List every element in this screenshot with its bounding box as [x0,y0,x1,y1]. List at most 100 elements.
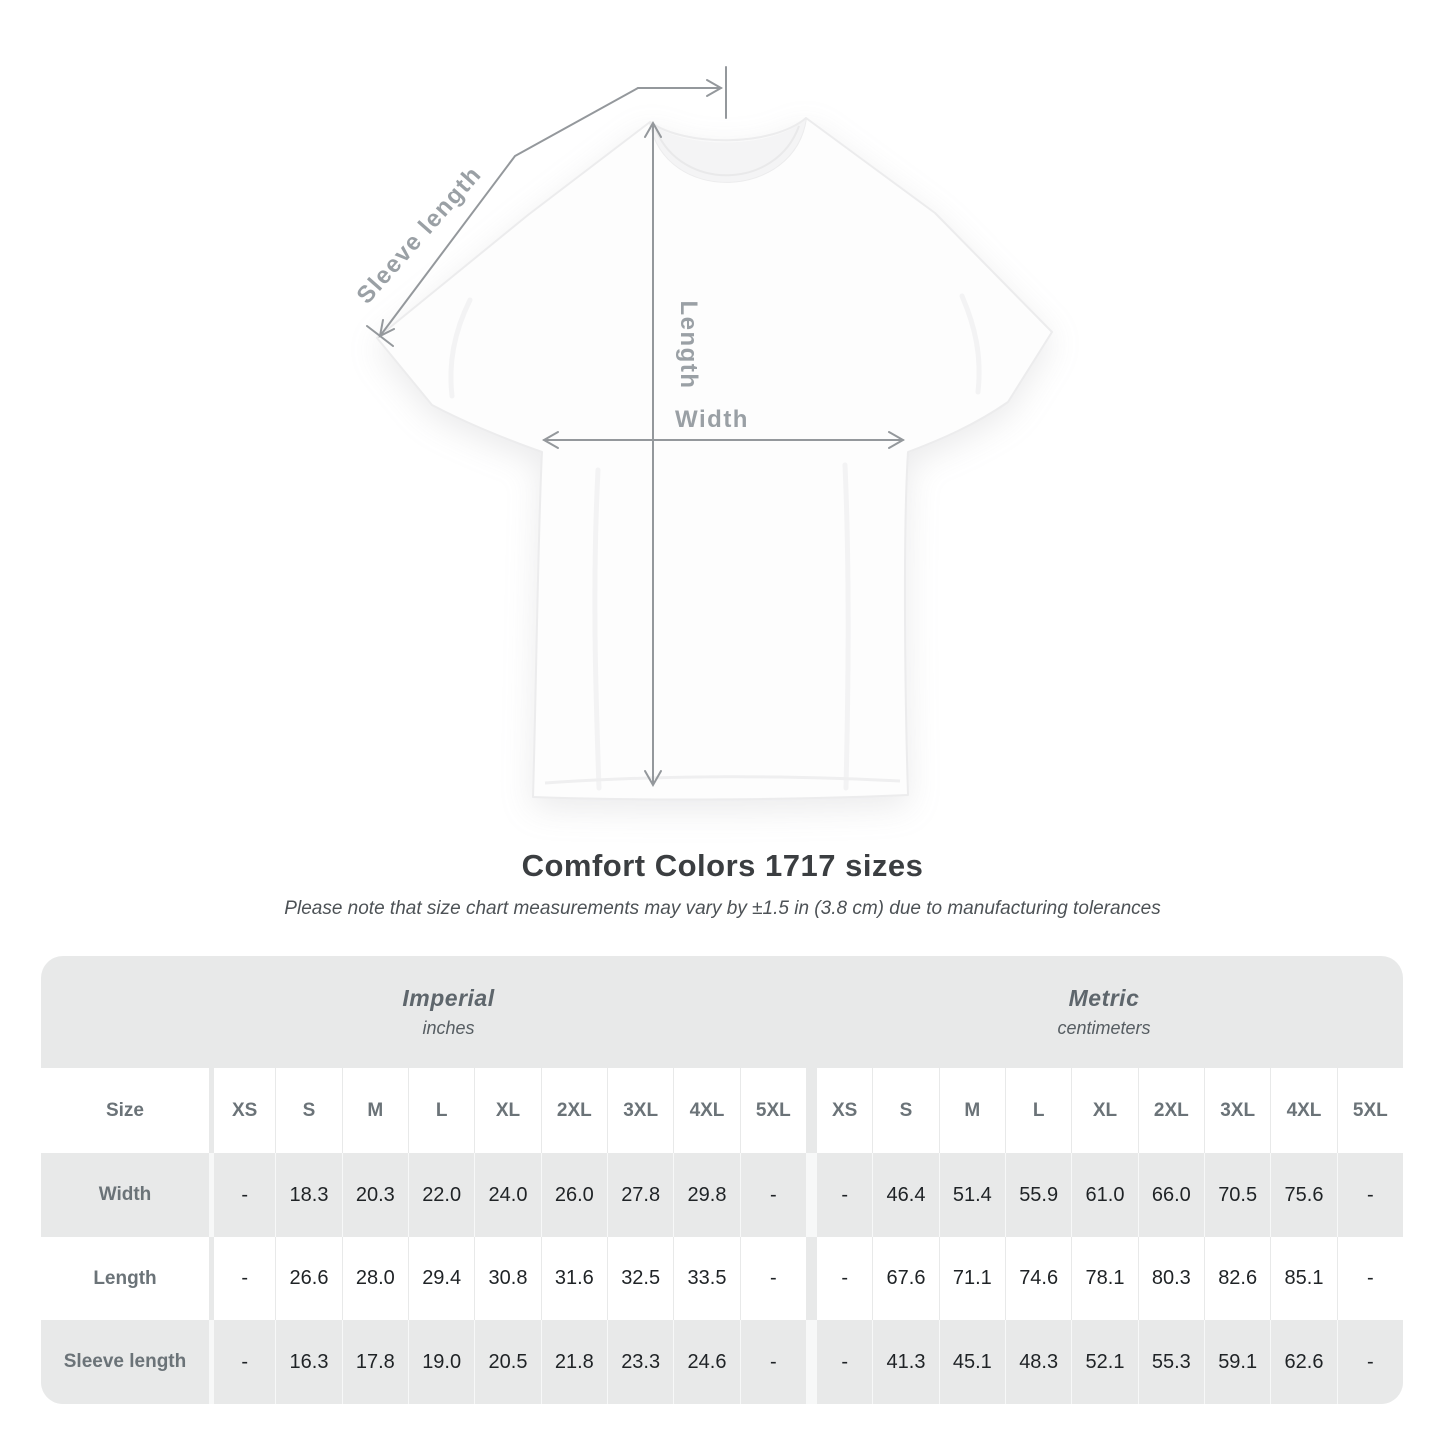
size-col-header-metric: S [872,1068,939,1153]
value-cell-metric: 41.3 [872,1320,939,1404]
value-cell-metric: 85.1 [1270,1237,1337,1320]
value-cell-imperial: 22.0 [408,1153,475,1237]
metric-title: Metric [1068,985,1140,1011]
imperial-unit: inches [422,1018,475,1038]
sleeve-length-line [379,87,639,337]
value-cell-imperial: 28.0 [341,1237,408,1320]
value-cell-metric: - [806,1237,873,1320]
metric-section-header: Metric centimeters [856,956,1352,1068]
collar-back-line [649,117,807,142]
value-cell-metric: - [1336,1320,1403,1404]
value-cell-imperial: 26.6 [275,1237,342,1320]
value-cell-imperial: 23.3 [607,1320,674,1404]
value-cell-imperial: - [739,1153,806,1237]
size-col-header-metric: 4XL [1270,1068,1337,1153]
row-label: Width [41,1153,209,1237]
size-col-header-imperial: M [341,1068,408,1153]
value-cell-imperial: - [209,1237,276,1320]
value-cell-metric: 61.0 [1071,1153,1138,1237]
size-col-header-imperial: L [408,1068,475,1153]
value-cell-metric: 45.1 [938,1320,1005,1404]
size-grid: Size XS S M L XL 2XL 3XL 4XL 5XL XS S M L XL 2XL 3XL 4XL 5… [41,1068,1403,1404]
tshirt-image [376,117,1053,801]
tshirt-measurement-diagram: Sleeve length Length Width [352,66,1053,801]
value-cell-imperial: - [739,1237,806,1320]
value-cell-metric: - [806,1320,873,1404]
value-cell-metric: 62.6 [1270,1320,1337,1404]
hem-shadow [544,775,901,785]
value-cell-metric: 70.5 [1204,1153,1271,1237]
size-header-cell: Size [41,1068,209,1153]
value-cell-metric: - [1336,1153,1403,1237]
value-cell-metric: - [806,1153,873,1237]
value-cell-metric: 66.0 [1137,1153,1204,1237]
sleeve-end-tick [366,325,394,347]
value-cell-imperial: 16.3 [275,1320,342,1404]
row-label: Sleeve length [41,1320,209,1404]
row-label: Length [41,1237,209,1320]
value-cell-imperial: 17.8 [341,1320,408,1404]
collar-rib-line [655,125,800,177]
value-cell-imperial: 31.6 [540,1237,607,1320]
size-col-header-imperial: 2XL [540,1068,607,1153]
length-down-arrowhead [644,770,662,788]
value-cell-imperial: 24.0 [474,1153,541,1237]
value-cell-metric: 52.1 [1071,1320,1138,1404]
size-col-header-imperial: S [275,1068,342,1153]
value-cell-metric: 71.1 [938,1237,1005,1320]
value-cell-metric: 80.3 [1137,1237,1204,1320]
value-cell-imperial: 33.5 [673,1237,740,1320]
size-col-header-metric: M [938,1068,1005,1153]
value-cell-imperial: 26.0 [540,1153,607,1237]
value-cell-metric: 74.6 [1005,1237,1072,1320]
value-cell-imperial: - [739,1320,806,1404]
size-col-header-imperial: 4XL [673,1068,740,1153]
size-col-header-metric: L [1005,1068,1072,1153]
imperial-title: Imperial [402,985,495,1011]
tolerance-note: Please note that size chart measurements… [284,898,1161,919]
value-cell-metric: - [1336,1237,1403,1320]
value-cell-metric: 48.3 [1005,1320,1072,1404]
value-cell-imperial: 29.8 [673,1153,740,1237]
value-cell-imperial: 24.6 [673,1320,740,1404]
value-cell-imperial: 27.8 [607,1153,674,1237]
imperial-section-header: Imperial inches [41,956,856,1068]
value-cell-metric: 75.6 [1270,1153,1337,1237]
value-cell-metric: 82.6 [1204,1237,1271,1320]
value-cell-imperial: 20.5 [474,1320,541,1404]
size-col-header-imperial: 5XL [739,1068,806,1153]
value-cell-imperial: 20.3 [341,1153,408,1237]
unit-band: Imperial inches Metric centimeters [41,956,1403,1068]
measurement-lines [366,66,906,788]
size-col-header-metric: XS [806,1068,873,1153]
value-cell-metric: 78.1 [1071,1237,1138,1320]
right-arrowhead [706,79,724,97]
length-label: Length [675,301,702,390]
size-col-header-metric: 2XL [1137,1068,1204,1153]
value-cell-metric: 55.9 [1005,1153,1072,1237]
width-label: Width [675,406,749,433]
size-col-header-imperial: 3XL [607,1068,674,1153]
size-col-header-imperial: XL [474,1068,541,1153]
value-cell-metric: 67.6 [872,1237,939,1320]
value-cell-imperial: 29.4 [408,1237,475,1320]
value-cell-imperial: 19.0 [408,1320,475,1404]
value-cell-imperial: 18.3 [275,1153,342,1237]
size-col-header-metric: 5XL [1336,1068,1403,1153]
size-col-header-metric: XL [1071,1068,1138,1153]
value-cell-metric: 46.4 [872,1153,939,1237]
value-cell-imperial: 30.8 [474,1237,541,1320]
width-right-arrowhead [888,431,906,449]
value-cell-imperial: 32.5 [607,1237,674,1320]
width-left-arrowhead [541,431,559,449]
size-table: Imperial inches Metric centimeters Size X… [41,956,1403,1404]
fabric-folds [448,293,982,791]
size-col-header-imperial: XS [209,1068,276,1153]
value-cell-imperial: 21.8 [540,1320,607,1404]
metric-unit: centimeters [1057,1018,1151,1038]
value-cell-imperial: - [209,1320,276,1404]
size-col-header-metric: 3XL [1204,1068,1271,1153]
length-up-arrowhead [644,120,662,138]
value-cell-metric: 55.3 [1137,1320,1204,1404]
